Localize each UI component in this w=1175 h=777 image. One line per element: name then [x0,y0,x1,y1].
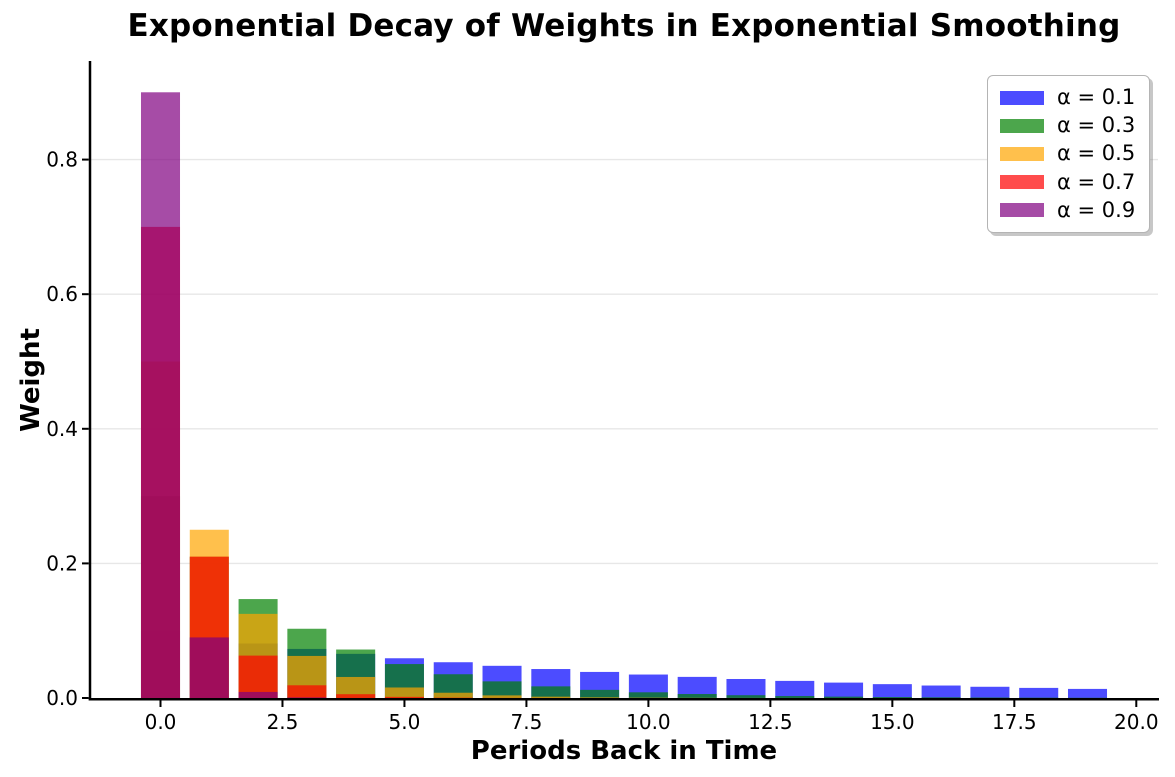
bar-series2-t4 [336,676,376,698]
legend-item: α = 0.7 [988,169,1149,194]
bar-series1-t10 [628,692,668,698]
y-tick-label: 0.2 [46,551,78,575]
bar-series4-t0 [140,92,181,699]
bar-series0-t15 [872,684,912,698]
bar-series1-t12 [726,695,766,698]
legend-swatch [1000,118,1044,133]
legend-item: α = 0.9 [988,197,1149,222]
legend: α = 0.1 α = 0.3 α = 0.5 α = 0.7 α = 0.9 [987,75,1150,233]
bar-series1-t15 [872,697,912,698]
bar-series4-t3 [287,697,327,698]
legend-swatch [1000,90,1044,105]
x-tick-label: 5.0 [389,710,421,734]
bar-series3-t2 [238,655,278,698]
legend-label: α = 0.5 [1057,141,1136,166]
y-tick-label: 0.4 [46,417,78,441]
bar-series2-t5 [384,687,424,698]
bar-series3-t3 [287,685,327,698]
y-tick-label: 0.8 [46,148,78,172]
bar-series1-t7 [482,681,522,698]
x-tick-label: 20.0 [1114,710,1159,734]
bar-series3-t4 [336,694,376,698]
x-tick-label: 2.5 [267,710,299,734]
bar-series1-t8 [531,686,571,698]
bar-series0-t16 [921,685,961,698]
bar-series0-t11 [677,676,717,698]
bar-series1-t13 [775,696,815,698]
y-tick-label: 0.6 [46,282,78,306]
x-tick-label: 10.0 [626,710,671,734]
bar-series0-t12 [726,678,766,698]
bar-series1-t16 [921,697,961,698]
legend-item: α = 0.3 [988,115,1149,136]
legend-swatch [1000,175,1044,190]
legend-label: α = 0.9 [1057,197,1136,222]
bar-series3-t5 [384,696,424,698]
bar-series4-t1 [189,637,229,698]
bar-series0-t13 [775,680,815,698]
bar-series2-t9 [580,697,620,698]
x-tick-label: 0.0 [145,710,177,734]
bar-series2-t8 [531,696,571,698]
legend-item: α = 0.5 [988,143,1149,164]
bar-series0-t10 [628,674,668,698]
legend-item: α = 0.1 [988,87,1149,108]
bar-series0-t18 [1019,687,1059,698]
legend-label: α = 0.3 [1057,113,1136,138]
bar-series4-t2 [238,691,278,698]
x-tick-label: 7.5 [511,710,543,734]
bar-series1-t14 [824,696,864,698]
x-axis-label: Periods Back in Time [470,736,778,766]
x-tick-label: 17.5 [992,710,1037,734]
x-tick-label: 12.5 [748,710,793,734]
bar-series0-t14 [824,682,864,698]
bar-series1-t6 [433,674,473,698]
x-tick-label: 15.0 [870,710,915,734]
legend-label: α = 0.1 [1057,85,1136,110]
bar-series2-t6 [433,692,473,698]
bar-series0-t19 [1067,688,1108,698]
legend-swatch [1000,146,1044,161]
legend-label: α = 0.7 [1057,169,1136,194]
legend-swatch [1000,203,1044,218]
bar-series2-t7 [482,695,522,698]
bar-series0-t17 [970,686,1010,698]
y-tick-label: 0.0 [46,686,78,710]
bar-series1-t9 [580,689,620,698]
y-axis-label: Weight [16,328,47,432]
bar-series1-t11 [677,694,717,698]
chart-title: Exponential Decay of Weights in Exponent… [127,8,1121,44]
